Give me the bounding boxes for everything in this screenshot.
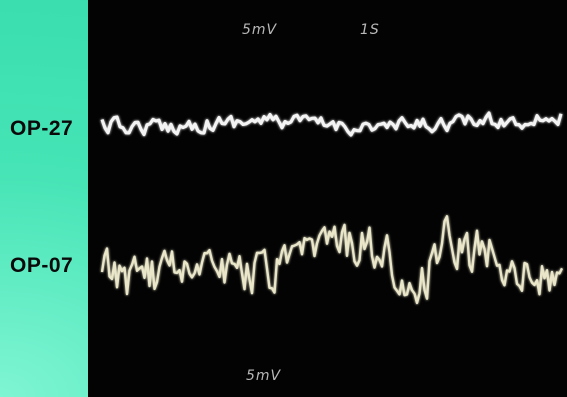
waveform-layer: [100, 111, 564, 305]
oscilloscope-screen: 5mV 1S 5mV: [88, 0, 567, 397]
bottom-voltage-scale: 5mV: [246, 368, 282, 384]
op27-label: OP-27: [10, 117, 74, 140]
op07-label: OP-07: [10, 254, 74, 277]
op27-noise-trace: [100, 111, 563, 137]
op07-noise-trace: [100, 215, 564, 305]
top-voltage-scale: 5mV: [242, 22, 278, 38]
time-scale: 1S: [360, 22, 380, 38]
